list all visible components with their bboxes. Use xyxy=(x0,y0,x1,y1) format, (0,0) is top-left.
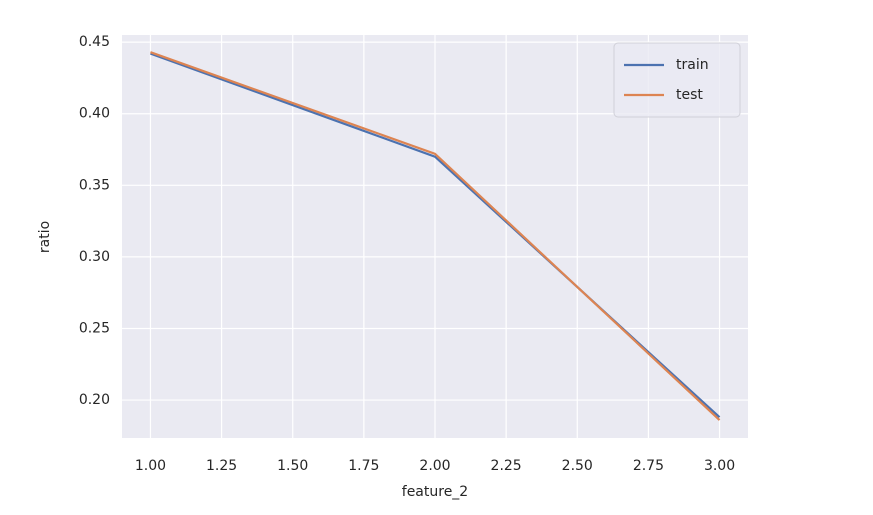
x-tick-label: 1.00 xyxy=(135,458,166,474)
y-tick-label: 0.40 xyxy=(79,106,110,122)
y-tick-label: 0.45 xyxy=(79,34,110,50)
legend-label: train xyxy=(676,57,709,73)
x-tick-label: 2.50 xyxy=(562,458,593,474)
legend-box xyxy=(613,42,741,118)
x-axis-label: feature_2 xyxy=(402,484,468,500)
x-tick-label: 1.25 xyxy=(206,458,237,474)
y-axis-label: ratio xyxy=(37,221,53,253)
y-tick-label: 0.20 xyxy=(79,392,110,408)
x-tick-label: 2.00 xyxy=(419,458,450,474)
y-tick-label: 0.35 xyxy=(79,177,110,193)
x-tick-label: 1.75 xyxy=(348,458,379,474)
x-tick-label: 2.75 xyxy=(633,458,664,474)
y-tick-label: 0.30 xyxy=(79,249,110,265)
line-series xyxy=(150,51,721,421)
legend-label: test xyxy=(676,87,703,103)
x-tick-label: 1.50 xyxy=(277,458,308,474)
x-tick-label: 2.25 xyxy=(491,458,522,474)
x-tick-label: 3.00 xyxy=(704,458,735,474)
y-tick-label: 0.25 xyxy=(79,320,110,336)
